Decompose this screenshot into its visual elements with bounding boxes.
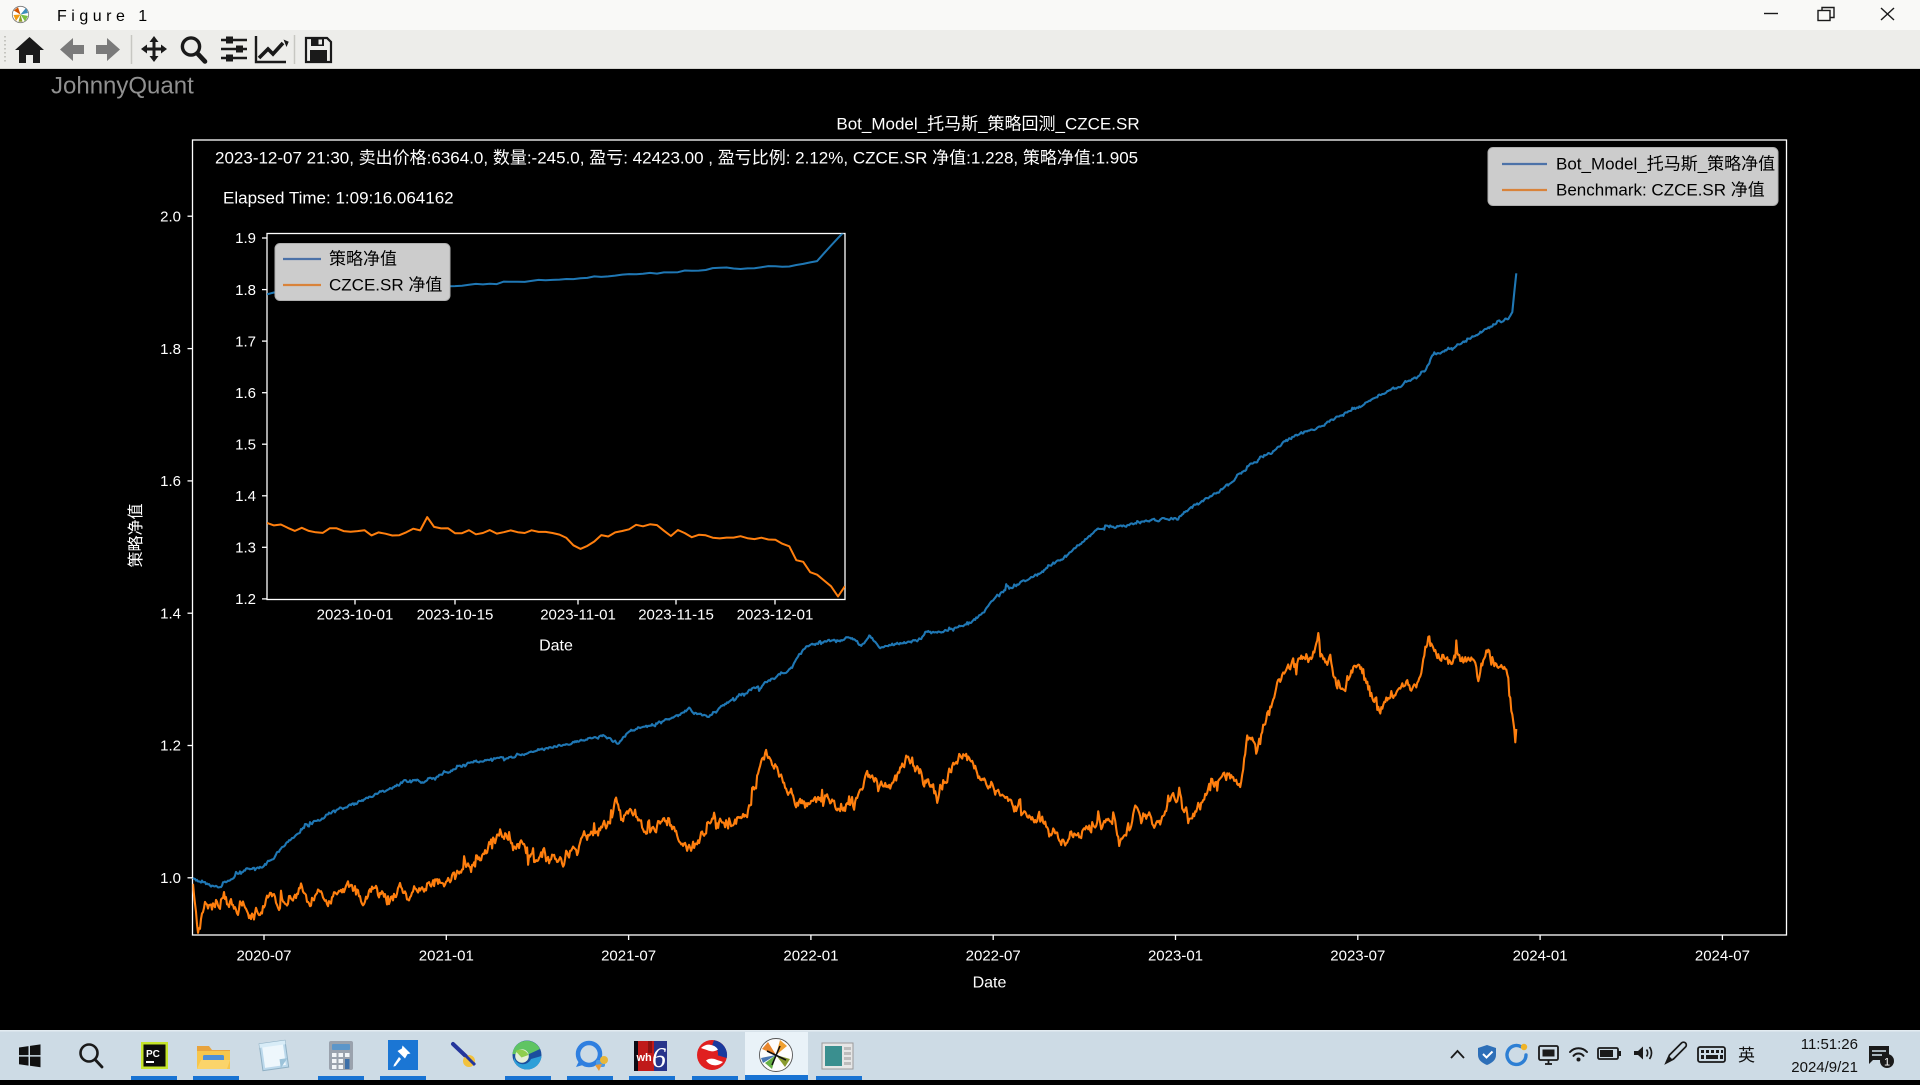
svg-text:1.2: 1.2	[160, 737, 181, 754]
svg-text:2024-01: 2024-01	[1513, 947, 1568, 964]
svg-text:1.4: 1.4	[235, 488, 256, 505]
svg-text:2023-12-01: 2023-12-01	[737, 606, 814, 623]
svg-text:1.0: 1.0	[160, 870, 181, 887]
svg-text:2.0: 2.0	[160, 208, 181, 225]
svg-text:PC: PC	[146, 1049, 160, 1060]
svg-text:1.7: 1.7	[235, 333, 256, 350]
svg-text:1.3: 1.3	[235, 539, 256, 556]
svg-text:Bot_Model_托马斯_策略净值: Bot_Model_托马斯_策略净值	[1556, 154, 1775, 173]
svg-text:2023-10-01: 2023-10-01	[317, 606, 394, 623]
svg-text:1.6: 1.6	[160, 473, 181, 490]
svg-text:2023-01: 2023-01	[1148, 947, 1203, 964]
svg-text:英: 英	[1738, 1046, 1755, 1065]
svg-text:1: 1	[1884, 1057, 1890, 1069]
svg-text:JohnnyQuant: JohnnyQuant	[51, 72, 194, 99]
svg-text:2022-01: 2022-01	[783, 947, 838, 964]
svg-text:CZCE.SR 净值: CZCE.SR 净值	[329, 275, 442, 294]
svg-text:Date: Date	[539, 637, 573, 654]
svg-text:2024-07: 2024-07	[1695, 947, 1750, 964]
svg-text:Elapsed Time: 1:09:16.064162: Elapsed Time: 1:09:16.064162	[223, 188, 454, 207]
svg-text:Bot_Model_托马斯_策略回测_CZCE.SR: Bot_Model_托马斯_策略回测_CZCE.SR	[836, 114, 1139, 133]
svg-text:1.2: 1.2	[235, 591, 256, 608]
svg-text:2023-11-15: 2023-11-15	[638, 606, 714, 623]
svg-text:Figure 1: Figure 1	[57, 8, 152, 25]
svg-text:1.4: 1.4	[160, 605, 181, 622]
svg-text:Benchmark: CZCE.SR 净值: Benchmark: CZCE.SR 净值	[1556, 180, 1765, 199]
svg-text:6: 6	[652, 1043, 666, 1074]
svg-text:1.6: 1.6	[235, 384, 256, 401]
svg-text:2021-01: 2021-01	[419, 947, 474, 964]
svg-text:2020-07: 2020-07	[236, 947, 291, 964]
svg-text:策略净值: 策略净值	[127, 503, 145, 567]
svg-text:1.5: 1.5	[235, 436, 256, 453]
svg-text:1.8: 1.8	[160, 340, 181, 357]
svg-text:1.9: 1.9	[235, 230, 256, 247]
svg-text:1.8: 1.8	[235, 281, 256, 298]
svg-text:2023-07: 2023-07	[1330, 947, 1385, 964]
svg-text:2024/9/21: 2024/9/21	[1791, 1059, 1858, 1076]
svg-text:策略净值: 策略净值	[329, 249, 397, 268]
svg-text:2022-07: 2022-07	[966, 947, 1021, 964]
svg-text:11:51:26: 11:51:26	[1801, 1036, 1858, 1053]
svg-text:Date: Date	[973, 974, 1007, 991]
svg-text:2021-07: 2021-07	[601, 947, 656, 964]
svg-text:2023-10-15: 2023-10-15	[417, 606, 494, 623]
svg-text:2023-11-01: 2023-11-01	[540, 606, 616, 623]
svg-text:2023-12-07 21:30, 卖出价格:6364.0,: 2023-12-07 21:30, 卖出价格:6364.0, 数量:-245.0…	[215, 148, 1138, 167]
svg-text:wh: wh	[636, 1052, 653, 1064]
